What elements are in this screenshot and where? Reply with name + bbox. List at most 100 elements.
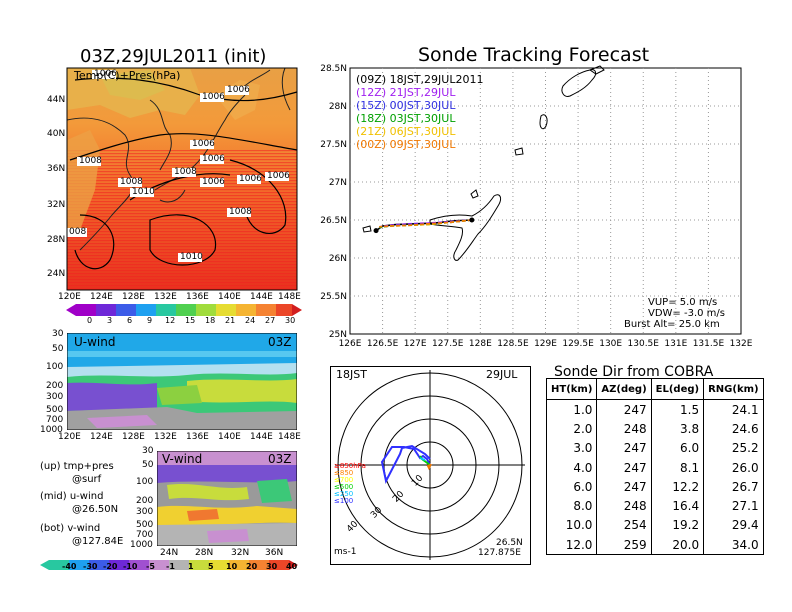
- y-tick-label: 25N: [329, 330, 347, 340]
- table-row: 8.0 248 16.4 27.1: [545, 496, 764, 516]
- colorbar-tick: 20: [246, 562, 258, 571]
- v-wind-label: V-wind: [162, 452, 203, 466]
- table-cell: 3.0: [545, 438, 598, 458]
- lon-tick: 148E: [278, 292, 301, 302]
- table-cell: 247: [596, 438, 652, 458]
- table-header-row: HT(km) AZ(deg) EL(deg) RNG(km): [545, 378, 764, 400]
- legend-line: @127.84E: [72, 536, 124, 547]
- track-lines: [373, 217, 475, 234]
- u-wind-time: 03Z: [268, 335, 292, 349]
- table-cell: 247: [596, 477, 652, 497]
- hodograph-units: ms-1: [334, 547, 357, 557]
- table-row: 12.0 259 20.0 34.0: [545, 535, 764, 556]
- v-wind-time: 03Z: [268, 452, 292, 466]
- y-tick-label: 28N: [329, 102, 347, 112]
- table-cell: 16.4: [650, 496, 705, 516]
- colorbar-tick: -40: [62, 562, 77, 571]
- table-cell: 20.0: [650, 535, 705, 556]
- colorbar-tick: 24: [245, 316, 256, 325]
- pressure-tick: 200: [46, 381, 64, 391]
- isobar-label: 1010: [132, 187, 155, 197]
- hodograph: [330, 366, 531, 565]
- colorbar-tick: 30: [285, 316, 296, 325]
- v-wind-panel: [157, 451, 297, 546]
- x-tick-label: 129E: [534, 339, 557, 349]
- lon-tick: 128E: [122, 432, 145, 442]
- x-tick-label: 128.5E: [497, 339, 529, 349]
- column-header: RNG(km): [703, 378, 764, 400]
- lon-tick: 120E: [58, 432, 81, 442]
- lon-tick: 144E: [250, 292, 273, 302]
- legend-entry: (18Z) 03JST,30JUL: [356, 112, 456, 125]
- isobar-label: 1006: [94, 69, 117, 79]
- colorbar-tick: 9: [147, 316, 153, 325]
- lon-tick: 144E: [250, 432, 273, 442]
- pressure-tick: 300: [136, 507, 154, 517]
- table-cell: 3.8: [650, 419, 705, 439]
- table-cell: 12.2: [650, 477, 705, 497]
- map-title: 03Z,29JUL2011 (init): [80, 46, 267, 67]
- legend-line: @26.50N: [72, 504, 119, 515]
- lon-tick: 132E: [154, 292, 177, 302]
- launch-point: [469, 217, 475, 223]
- level-label: ≤700: [334, 476, 354, 484]
- table-cell: 4.0: [545, 457, 598, 478]
- legend-entry: (15Z) 00JST,30JUL: [356, 99, 456, 112]
- level-label: ≤100: [334, 497, 354, 505]
- level-label: ≤500: [334, 483, 354, 491]
- u-wind-panel: [67, 333, 297, 430]
- wind-colorbar: [40, 560, 298, 570]
- x-tick-label: 127E: [404, 339, 427, 349]
- level-label: ≥850hPa: [334, 462, 366, 470]
- u-wind-label: U-wind: [74, 335, 116, 349]
- pressure-tick: 100: [136, 477, 154, 487]
- colorbar-tick: 21: [225, 316, 236, 325]
- colorbar-tick: 5: [208, 562, 214, 571]
- temperature-colorbar: [66, 304, 302, 316]
- pressure-tick: 30: [142, 446, 154, 456]
- pressure-tick: 30: [52, 329, 64, 339]
- column-header: HT(km): [545, 378, 598, 400]
- legend-entry: (21Z) 06JST,30JUL: [356, 125, 456, 138]
- map-subtitle: Temp(C)+Pres(hPa): [74, 69, 181, 82]
- table-cell: 29.4: [703, 515, 764, 536]
- lon-tick: 124E: [90, 292, 113, 302]
- landing-point: [373, 228, 379, 234]
- colorbar-tick: 1: [188, 562, 194, 571]
- table-row: 4.0 247 8.1 26.0: [545, 457, 764, 478]
- table-title: Sonde Dir from COBRA: [554, 364, 714, 380]
- y-tick-label: 26.5N: [320, 216, 347, 226]
- isobar-label: 1010: [180, 252, 203, 262]
- descent-rate: VDW= -3.0 m/s: [648, 308, 725, 319]
- table-cell: 19.2: [650, 515, 705, 536]
- table-cell: 1.0: [545, 399, 598, 420]
- table-cell: 247: [596, 399, 652, 420]
- table-cell: 27.1: [703, 496, 764, 516]
- table-row: 10.0 254 19.2 29.4: [545, 515, 764, 536]
- pressure-tick: 50: [142, 460, 154, 470]
- pressure-tick: 300: [46, 392, 64, 402]
- pressure-tick: 1000: [130, 540, 153, 550]
- lat-tick: 32N: [231, 548, 250, 558]
- isobar-label: 1006: [227, 85, 250, 95]
- lat-tick: 28N: [47, 235, 66, 245]
- legend-entry: (12Z) 21JST,29JUL: [356, 86, 456, 99]
- legend-line: (bot) v-wind: [40, 523, 101, 534]
- table-cell: 8.0: [545, 496, 598, 516]
- colorbar-tick: -10: [123, 562, 138, 571]
- y-tick-label: 26N: [329, 254, 347, 264]
- legend-line: (up) tmp+pres: [40, 461, 114, 472]
- colorbar-tick: 18: [205, 316, 216, 325]
- lon-tick: 140E: [218, 432, 241, 442]
- table-cell: 24.6: [703, 419, 764, 439]
- colorbar-tick: -20: [103, 562, 118, 571]
- isobar-label: 1008: [79, 156, 102, 166]
- colorbar-tick: 12: [165, 316, 176, 325]
- table-row: 2.0 248 3.8 24.6: [545, 419, 764, 439]
- lon-tick: 140E: [218, 292, 241, 302]
- y-tick-label: 28.5N: [320, 64, 347, 74]
- table-cell: 8.1: [650, 457, 705, 478]
- table-cell: 6.0: [650, 438, 705, 458]
- y-tick-label: 27.5N: [320, 140, 347, 150]
